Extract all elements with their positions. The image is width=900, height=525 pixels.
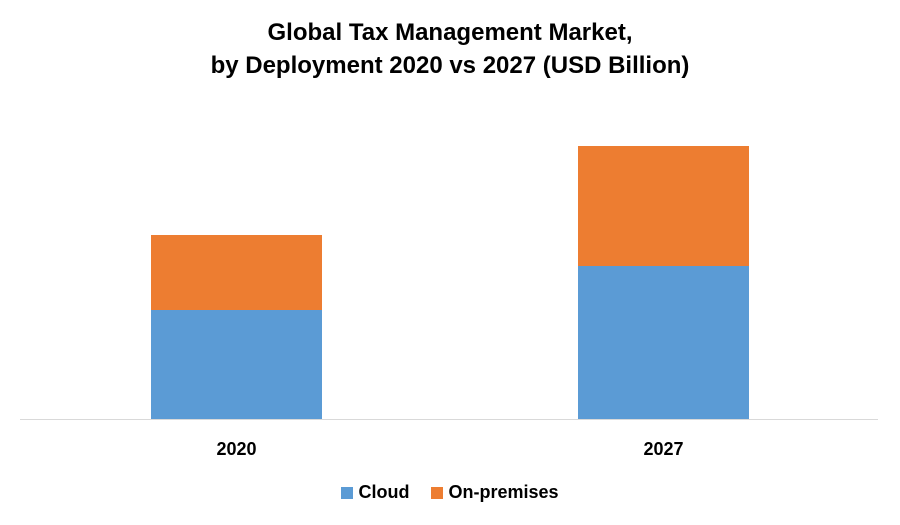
legend: Cloud On-premises (0, 482, 900, 503)
legend-item-on-premises: On-premises (431, 482, 559, 503)
legend-item-cloud: Cloud (341, 482, 409, 503)
bar-cloud-2027 (578, 266, 749, 419)
legend-label-cloud: Cloud (358, 482, 410, 502)
chart-title-line-1: Global Tax Management Market, (267, 19, 633, 46)
bar-on-premises-2020 (151, 235, 322, 310)
bars-group (151, 146, 749, 419)
x-tick-labels: 2020 2027 (216, 439, 683, 459)
legend-label-on-premises: On-premises (448, 482, 559, 502)
legend-swatch-on-premises (431, 486, 444, 499)
bar-cloud-2020 (151, 310, 322, 419)
x-tick-label-2020: 2020 (216, 439, 256, 459)
x-tick-label-2027: 2027 (643, 439, 683, 459)
chart-title: Global Tax Management Market, by Deploym… (0, 16, 900, 82)
legend-swatch-cloud (341, 486, 354, 499)
bar-on-premises-2027 (578, 146, 749, 266)
chart-title-line-2: by Deployment 2020 vs 2027 (USD Billion) (210, 52, 690, 79)
